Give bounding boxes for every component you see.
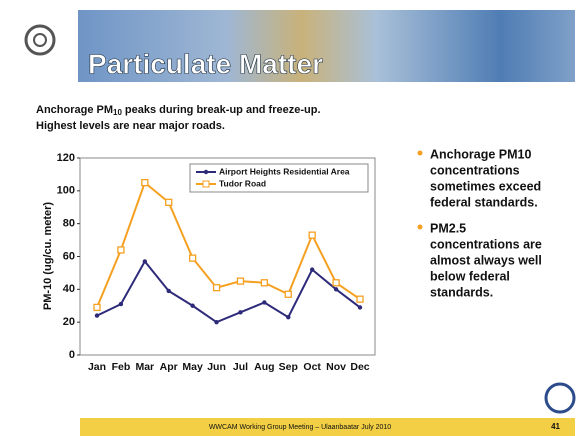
slide: Particulate Matter Anchorage PM10peaks d… bbox=[0, 0, 583, 436]
bullet-dot bbox=[418, 151, 423, 156]
point bbox=[190, 255, 196, 261]
point bbox=[143, 259, 147, 263]
x-tick-label: May bbox=[182, 361, 203, 373]
bullet-text: concentrations are bbox=[430, 237, 542, 251]
y-axis-label: PM-10 (ug/cu. meter) bbox=[42, 202, 54, 311]
y-tick-label: 40 bbox=[63, 283, 75, 295]
point bbox=[333, 280, 339, 286]
point bbox=[285, 291, 291, 297]
point bbox=[214, 320, 218, 324]
bullet-text: federal standards. bbox=[430, 195, 538, 209]
point bbox=[94, 304, 100, 310]
x-tick-label: Nov bbox=[326, 361, 346, 373]
intro-line: Highest levels are near major roads. bbox=[36, 120, 225, 132]
point bbox=[286, 315, 290, 319]
x-tick-label: Oct bbox=[303, 361, 321, 373]
subscript: 10 bbox=[113, 108, 122, 117]
point bbox=[334, 287, 338, 291]
bullet-text: almost always well bbox=[430, 253, 542, 267]
point bbox=[119, 302, 123, 306]
legend-label: Airport Heights Residential Area bbox=[219, 166, 350, 176]
bullet-text: PM2.5 bbox=[430, 221, 466, 235]
legend-label: Tudor Road bbox=[219, 178, 266, 188]
bullet-text: Anchorage PM10 bbox=[430, 147, 531, 161]
point bbox=[262, 300, 266, 304]
y-tick-label: 0 bbox=[69, 349, 75, 361]
x-tick-label: Apr bbox=[160, 361, 178, 373]
legend-marker bbox=[204, 170, 208, 174]
y-tick-label: 20 bbox=[63, 316, 75, 328]
logo bbox=[26, 26, 54, 54]
x-tick-label: Jun bbox=[207, 361, 226, 373]
point bbox=[237, 278, 243, 284]
y-tick-label: 120 bbox=[57, 152, 75, 164]
slide-title: Particulate Matter bbox=[88, 48, 323, 79]
point bbox=[214, 285, 220, 291]
bullet-text: standards. bbox=[430, 285, 493, 299]
point bbox=[167, 289, 171, 293]
bullet-dot bbox=[418, 225, 423, 230]
point bbox=[142, 180, 148, 186]
footer-text: WWCAM Working Group Meeting – Ulaanbaata… bbox=[209, 424, 391, 431]
y-tick-label: 60 bbox=[63, 250, 75, 262]
y-tick-label: 80 bbox=[63, 218, 75, 230]
intro-text: Anchorage PM bbox=[36, 104, 113, 116]
page-number: 41 bbox=[551, 422, 560, 431]
point bbox=[95, 313, 99, 317]
point bbox=[310, 267, 314, 271]
x-tick-label: Jul bbox=[233, 361, 248, 373]
point bbox=[190, 304, 194, 308]
legend-marker bbox=[203, 181, 209, 187]
point bbox=[309, 232, 315, 238]
x-tick-label: Feb bbox=[112, 361, 131, 373]
agency-logo bbox=[546, 384, 574, 412]
point bbox=[261, 280, 267, 286]
bullet-text: sometimes exceed bbox=[430, 179, 541, 193]
y-tick-label: 100 bbox=[57, 185, 75, 197]
point bbox=[118, 247, 124, 253]
point bbox=[357, 296, 363, 302]
point bbox=[166, 199, 172, 205]
bullet-text: below federal bbox=[430, 269, 510, 283]
x-tick-label: Dec bbox=[350, 361, 369, 373]
x-tick-label: Jan bbox=[88, 361, 106, 373]
point bbox=[238, 310, 242, 314]
point bbox=[358, 305, 362, 309]
x-tick-label: Aug bbox=[254, 361, 274, 373]
x-tick-label: Mar bbox=[135, 361, 154, 373]
x-tick-label: Sep bbox=[279, 361, 298, 373]
bullet-text: concentrations bbox=[430, 163, 520, 177]
intro-text: peaks during break-up and freeze-up. bbox=[125, 104, 321, 116]
